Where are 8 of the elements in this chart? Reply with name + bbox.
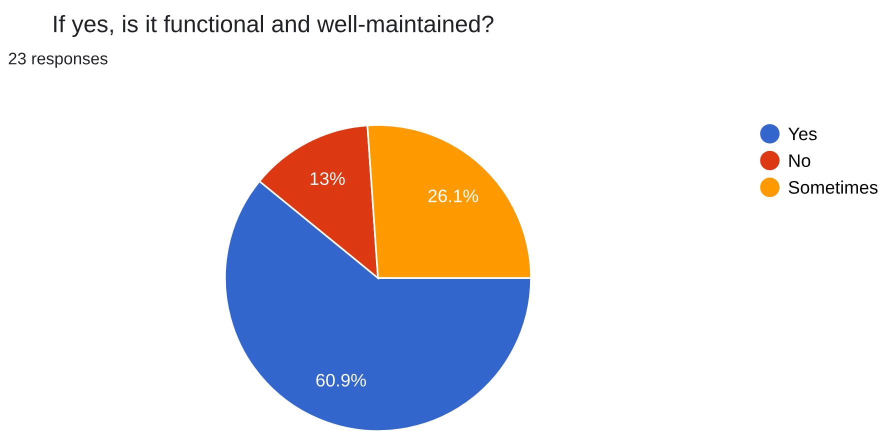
data-label: 13% bbox=[310, 172, 345, 186]
data-label: 60.9% bbox=[316, 374, 366, 387]
legend-label: Yes bbox=[788, 128, 817, 140]
legend-label: Sometimes bbox=[788, 180, 878, 194]
data-label: 26.1% bbox=[428, 190, 478, 202]
text: 23 responses bbox=[8, 52, 108, 68]
chart-title: If yes, is it functional and well-maintained? bbox=[54, 14, 494, 38]
legend-label: No bbox=[789, 154, 810, 168]
